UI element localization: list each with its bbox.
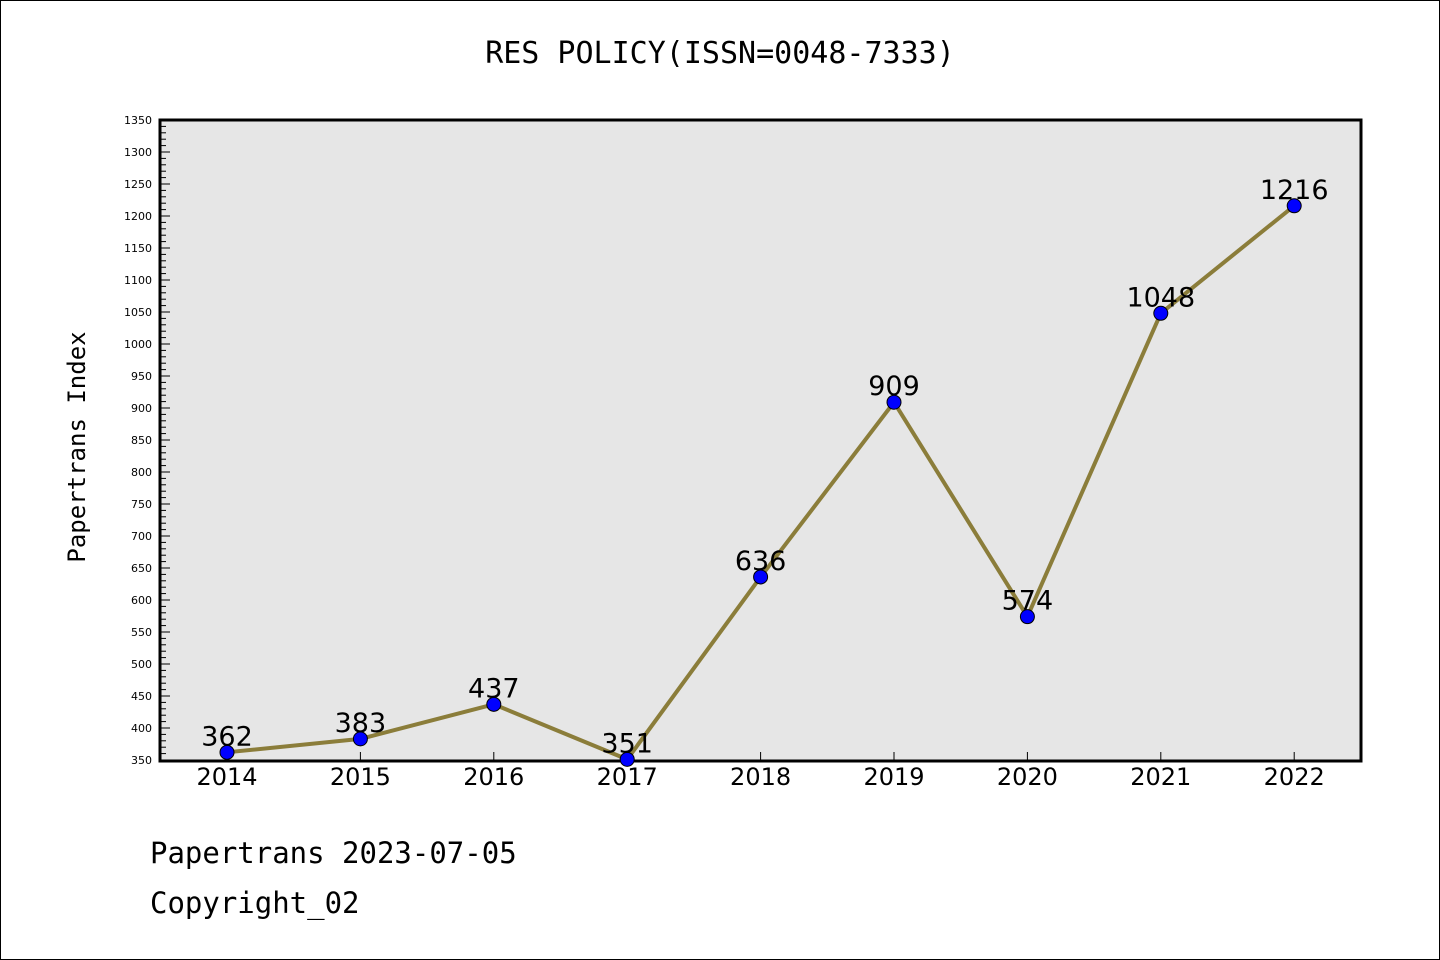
x-tick-label: 2016 bbox=[463, 763, 524, 791]
y-tick-label: 800 bbox=[131, 466, 152, 479]
y-tick-label: 1000 bbox=[124, 338, 152, 351]
y-tick-label: 1050 bbox=[124, 306, 152, 319]
series-group bbox=[219, 198, 1302, 767]
data-point-marker bbox=[886, 394, 902, 410]
y-tick-label: 350 bbox=[131, 754, 152, 767]
data-point-marker bbox=[1286, 198, 1302, 214]
x-tick-label: 2018 bbox=[730, 763, 791, 791]
y-tick-label: 950 bbox=[131, 370, 152, 383]
data-point-marker bbox=[219, 744, 235, 760]
y-tick-label: 750 bbox=[131, 498, 152, 511]
y-tick-label: 1300 bbox=[124, 146, 152, 159]
data-label: 362 bbox=[201, 721, 253, 752]
y-axis-ticks: 350 400 450 500 550 600 650 700 750 800 850 900 950 1… bbox=[124, 114, 170, 767]
data-label: 909 bbox=[868, 371, 920, 402]
data-point-marker bbox=[619, 751, 635, 767]
y-tick-label: 1150 bbox=[124, 242, 152, 255]
data-labels-group: 362 383 437 351 636 909 574 1048 1216 bbox=[201, 175, 1328, 760]
chart-title: RES POLICY(ISSN=0048-7333) bbox=[485, 36, 955, 71]
y-tick-label: 400 bbox=[131, 722, 152, 735]
plot-area bbox=[158, 118, 1363, 763]
y-tick-label: 850 bbox=[131, 434, 152, 447]
y-tick-label: 700 bbox=[131, 530, 152, 543]
data-label: 1048 bbox=[1126, 282, 1195, 313]
footer-date: Papertrans 2023-07-05 bbox=[150, 836, 517, 870]
data-label: 437 bbox=[468, 673, 520, 704]
y-tick-label: 1100 bbox=[124, 274, 152, 287]
data-point-marker bbox=[1019, 609, 1035, 625]
data-point-marker bbox=[753, 569, 769, 585]
y-tick-label: 600 bbox=[131, 594, 152, 607]
y-axis-title: Papertrans Index bbox=[63, 331, 91, 562]
y-tick-label: 1350 bbox=[124, 114, 152, 127]
data-label: 636 bbox=[735, 546, 787, 577]
data-label: 1216 bbox=[1260, 175, 1329, 206]
y-tick-label: 650 bbox=[131, 562, 152, 575]
y-tick-label: 550 bbox=[131, 626, 152, 639]
data-point-marker bbox=[1153, 305, 1169, 321]
footer-copyright: Copyright_02 bbox=[150, 886, 360, 920]
y-tick-label: 450 bbox=[131, 690, 152, 703]
y-tick-label: 1250 bbox=[124, 178, 152, 191]
y-tick-label: 500 bbox=[131, 658, 152, 671]
x-tick-label: 2014 bbox=[196, 763, 257, 791]
x-tick-label: 2017 bbox=[597, 763, 658, 791]
data-label: 351 bbox=[601, 728, 653, 759]
data-point-marker bbox=[352, 731, 368, 747]
x-axis-ticks: 2014 2015 2016 2017 2018 2019 2020 2021 2022 bbox=[196, 752, 1325, 791]
x-tick-label: 2021 bbox=[1130, 763, 1191, 791]
x-tick-label: 2020 bbox=[997, 763, 1058, 791]
x-tick-label: 2022 bbox=[1264, 763, 1325, 791]
x-tick-label: 2015 bbox=[330, 763, 391, 791]
data-label: 574 bbox=[1002, 586, 1054, 617]
data-point-marker bbox=[486, 696, 502, 712]
data-label: 383 bbox=[335, 708, 387, 739]
y-tick-label: 1200 bbox=[124, 210, 152, 223]
y-tick-label: 900 bbox=[131, 402, 152, 415]
x-tick-label: 2019 bbox=[863, 763, 924, 791]
